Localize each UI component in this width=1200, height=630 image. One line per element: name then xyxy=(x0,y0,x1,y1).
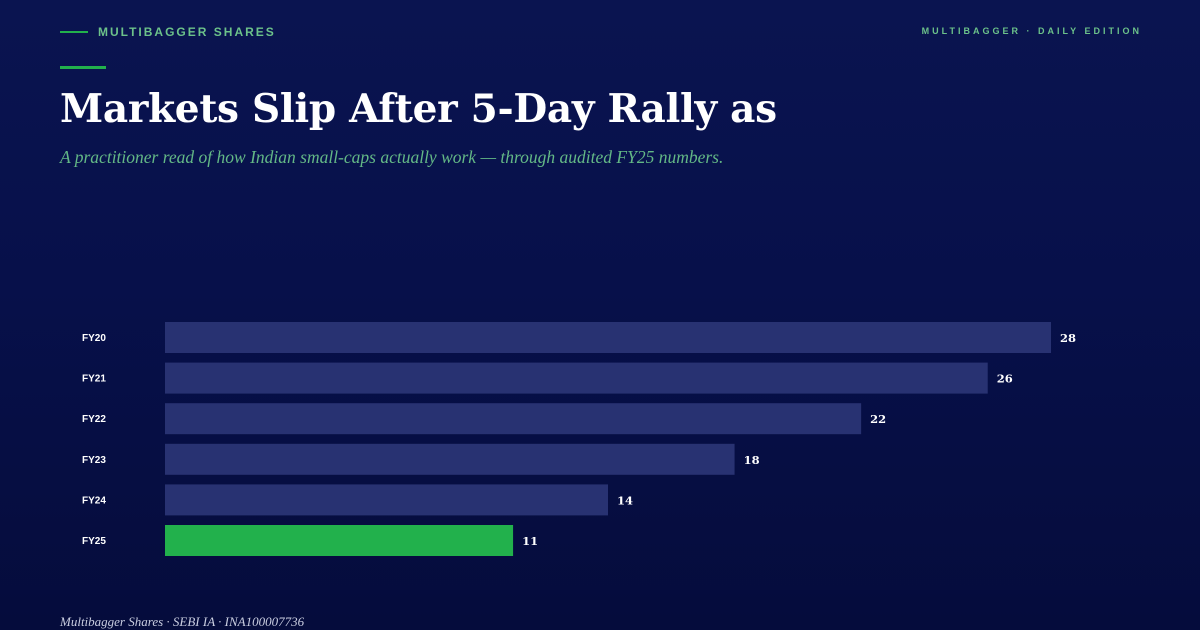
bar xyxy=(165,484,608,516)
category-label: FY21 xyxy=(82,374,106,385)
value-label: 11 xyxy=(522,534,538,548)
category-label: FY20 xyxy=(82,333,106,344)
subheadline: A practitioner read of how Indian small-… xyxy=(60,147,724,167)
value-label: 26 xyxy=(997,372,1013,386)
brand-name: MULTIBAGGER SHARES xyxy=(98,25,276,39)
bar xyxy=(165,362,988,394)
bar xyxy=(165,403,862,435)
footer-credit: Multibagger Shares · SEBI IA · INA100007… xyxy=(60,614,305,629)
category-label: FY23 xyxy=(82,455,106,466)
value-label: 14 xyxy=(617,493,633,507)
bar xyxy=(165,443,735,475)
category-label: FY24 xyxy=(82,495,106,506)
bar-highlight xyxy=(165,525,514,556)
value-label: 28 xyxy=(1060,331,1076,345)
brand-rule xyxy=(60,31,88,33)
brand: MULTIBAGGER SHARES xyxy=(60,24,276,40)
headline: Markets Slip After 5-Day Rally as xyxy=(60,86,777,132)
category-label: FY22 xyxy=(82,414,106,425)
category-label: FY25 xyxy=(82,536,106,547)
accent-rule xyxy=(60,66,106,69)
bar xyxy=(165,322,1051,353)
value-label: 18 xyxy=(744,453,760,467)
value-label: 22 xyxy=(870,412,886,426)
edition-label: MULTIBAGGER · DAILY EDITION xyxy=(921,26,1142,36)
